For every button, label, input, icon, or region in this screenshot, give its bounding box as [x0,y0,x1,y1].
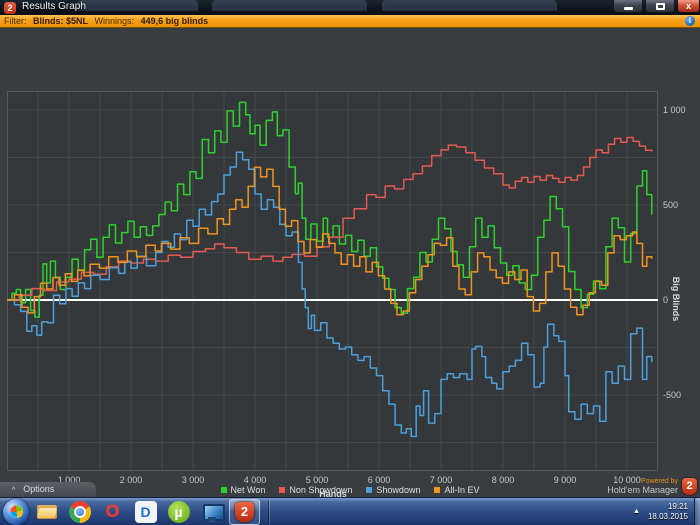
powered-by-label: Powered by [641,478,678,485]
clock-date: 18.03.2015 [647,511,688,521]
y-tick-label: 0 [663,295,669,305]
legend-swatch [220,487,227,493]
taskbar-item-monitor[interactable] [196,499,227,525]
x-tick-label: 6 000 [367,475,391,485]
x-tick-label: 9 000 [553,475,577,485]
taskbar-item-explorer[interactable] [31,499,62,525]
hm2-icon: 2 [235,501,254,522]
info-icon[interactable]: i [685,16,695,26]
clock-time: 19:21 [667,501,688,511]
x-tick-label: 3 000 [181,475,205,485]
title-bar: 2 Results Graph x [0,0,700,15]
legend-item-non-showdown: Non Showdown [279,485,352,495]
system-tray: ▲ 19:21 18.03.2015 [625,497,700,525]
legend-item-showdown: Showdown [366,485,420,495]
start-button[interactable] [3,498,29,525]
powered-by-block: Powered by Hold'em Manager 2 [607,477,697,495]
series-non-showdown [7,136,653,301]
results-chart [7,91,658,471]
x-tick-label: 7 000 [429,475,453,485]
taskbar-divider [268,499,270,524]
tray-expand-icon[interactable]: ▲ [633,508,640,515]
legend-label: Net Won [230,485,266,495]
y-tick-label: -500 [663,390,682,400]
taskbar-item-d[interactable]: D [130,499,161,525]
chrome-icon [68,500,91,523]
legend-swatch [434,487,441,493]
taskbar-clock[interactable]: 19:21 18.03.2015 [648,502,694,522]
y-axis-title: Big Blinds [671,276,681,322]
hm2-logo-icon: 2 [682,477,697,495]
legend-item-net-won: Net Won [220,485,266,495]
legend-swatch [279,487,286,493]
filter-bar: Filter: Blinds: $5NL Winnings: 449,6 big… [0,15,700,28]
background-window-tab [212,0,367,11]
x-tick-label: 10 000 [613,475,641,485]
filter-winnings-value: 449,6 big blinds [140,16,209,26]
plot-area [7,91,658,471]
x-tick-label: 5 000 [305,475,329,485]
window-title: Results Graph [22,1,86,12]
background-window-tab [78,0,198,11]
brand-name: Hold'em Manager [607,485,678,495]
chevron-up-icon: ^ [12,487,16,494]
app-icon: 2 [4,2,16,14]
maximize-button[interactable] [645,0,675,13]
taskbar-item-utorrent[interactable]: µ [163,499,194,525]
background-window-tab [382,0,557,11]
grid-lines [7,91,658,471]
opera-icon: O [105,501,120,522]
taskbar-item-opera[interactable]: O [97,499,128,525]
series-net-won [7,101,653,318]
x-tick-label: 1 000 [57,475,81,485]
show-desktop-button[interactable] [694,497,700,525]
plot-border [7,91,658,471]
x-tick-label: 2 000 [119,475,143,485]
legend-label: Showdown [376,485,421,495]
filter-label: Filter: [4,16,27,26]
explorer-icon [36,501,58,523]
results-graph-panel: 1 000 2 000 3 000 4 000 5 000 6 000 7 000 8 000… [0,28,700,499]
x-axis-title: Hands [319,489,347,499]
filter-winnings-label: Winnings: [94,16,135,26]
d-icon: D [134,500,157,523]
options-label: Options [23,484,55,494]
legend-label: Non Showdown [289,485,353,495]
close-button[interactable]: x [677,0,700,13]
series-all-in-ev [7,166,653,316]
taskbar-item-chrome[interactable] [64,499,95,525]
windows-flag-icon [8,504,24,519]
chart-legend: Net Won Non Showdown Showdown All-In EV [0,483,700,497]
y-tick-label: 1 000 [663,105,686,115]
y-tick-label: 500 [663,200,679,210]
x-tick-label: 4 000 [243,475,267,485]
filter-blinds: Blinds: $5NL [33,16,89,26]
utorrent-icon: µ [167,500,190,523]
monitor-icon [201,501,225,523]
minimize-button[interactable] [613,0,643,13]
legend-swatch [366,487,373,493]
taskbar-item-hm2[interactable]: 2 [229,498,260,525]
x-tick-label: 8 000 [491,475,515,485]
legend-item-all-in-ev: All-In EV [434,485,479,495]
legend-label: All-In EV [444,485,480,495]
series-showdown [7,151,653,438]
options-button[interactable]: ^ Options [0,482,96,497]
